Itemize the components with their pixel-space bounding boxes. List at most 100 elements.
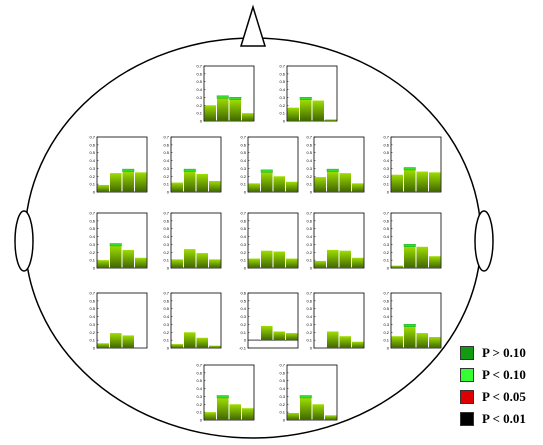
y-tick-label: 0.4	[383, 314, 389, 319]
panel-fz: 0 0.1 0.2 0.3 0.4 0.5 0.6 0.7	[240, 135, 299, 195]
bar	[110, 173, 122, 192]
panel-f3: 0 0.1 0.2 0.3 0.4 0.5 0.6 0.7	[163, 135, 222, 195]
significance-cap	[403, 167, 416, 171]
y-tick-label: 0.4	[196, 386, 202, 391]
bar	[171, 344, 183, 348]
y-tick-label: 0	[244, 266, 247, 271]
bar	[312, 404, 324, 420]
bar	[110, 333, 122, 348]
y-tick-label: 0.1	[306, 338, 312, 343]
y-tick-label: 0.6	[306, 298, 312, 303]
y-tick-label: 0.3	[89, 166, 95, 171]
y-tick-label: 0.2	[306, 330, 312, 335]
bar	[110, 246, 122, 268]
y-tick-label: 0.4	[306, 314, 312, 319]
y-tick-label: 0	[200, 119, 203, 124]
y-tick-label: 0.4	[163, 314, 169, 319]
bar	[416, 171, 428, 192]
y-tick-label: 0.1	[89, 338, 95, 343]
y-tick-label: 0.6	[240, 142, 246, 147]
bar	[273, 251, 285, 268]
y-tick-label: 0	[167, 266, 170, 271]
panel-t3: 0 0.1 0.2 0.3 0.4 0.5 0.6 0.7	[89, 211, 148, 271]
y-tick-label: 0.7	[89, 211, 95, 216]
bar	[209, 181, 221, 192]
y-tick-label: 0.3	[383, 242, 389, 247]
y-tick-label: 0.7	[163, 211, 169, 216]
y-tick-label: 0.5	[240, 226, 246, 231]
y-tick-label: 0	[310, 190, 313, 195]
bar	[300, 99, 312, 121]
bar	[122, 171, 134, 192]
y-tick-label: 0.2	[196, 103, 202, 108]
y-tick-label: 0.5	[240, 298, 246, 303]
y-tick-label: 0.4	[279, 386, 285, 391]
y-tick-label: 0.1	[383, 258, 389, 263]
y-tick-label: 0.5	[306, 150, 312, 155]
y-tick-label: 0.3	[240, 166, 246, 171]
bar	[196, 253, 208, 268]
y-tick-label: 0	[283, 119, 286, 124]
y-tick-label: 0.5	[196, 378, 202, 383]
y-tick-label: 0.6	[383, 218, 389, 223]
bar	[122, 335, 134, 348]
bar	[404, 246, 416, 268]
bar	[286, 333, 298, 341]
y-tick-label: 0.7	[89, 135, 95, 140]
y-tick-label: 0.4	[279, 87, 285, 92]
y-tick-label: 0.1	[240, 258, 246, 263]
y-tick-label: 0.7	[240, 211, 246, 216]
y-tick-label: 0.5	[279, 79, 285, 84]
significance-cap	[216, 95, 229, 99]
y-tick-label: 0	[244, 338, 247, 343]
y-tick-label: 0.7	[306, 211, 312, 216]
y-tick-label: 0.2	[240, 174, 246, 179]
y-tick-label: 0.1	[240, 182, 246, 187]
bar	[339, 250, 351, 268]
y-tick-label: 0.1	[306, 258, 312, 263]
bar	[339, 336, 351, 348]
bar	[429, 337, 441, 348]
panel-c4: 0 0.1 0.2 0.3 0.4 0.5 0.6 0.7	[306, 211, 365, 271]
significance-cap	[260, 169, 273, 173]
legend-label: P < 0.01	[482, 410, 526, 426]
bar	[196, 173, 208, 192]
y-tick-label: 0.7	[163, 291, 169, 296]
y-tick-label: 0.6	[89, 298, 95, 303]
y-tick-label: 0.4	[89, 158, 95, 163]
y-tick-label: -0.1	[239, 346, 247, 351]
y-tick-label: 0.1	[383, 182, 389, 187]
panel-p3: 0 0.1 0.2 0.3 0.4 0.5 0.6 0.7	[163, 291, 222, 351]
y-tick-label: 0.5	[279, 378, 285, 383]
y-tick-label: 0	[167, 346, 170, 351]
bar	[97, 184, 109, 192]
y-tick-label: 0.1	[383, 338, 389, 343]
legend-label: P < 0.10	[482, 366, 526, 382]
y-tick-label: 0.2	[163, 330, 169, 335]
y-tick-label: 0.5	[163, 226, 169, 231]
significance-cap	[216, 395, 229, 399]
panel-o1: 0 0.1 0.2 0.3 0.4 0.5 0.6 0.7	[196, 363, 255, 423]
y-tick-label: 0	[387, 190, 390, 195]
bar	[327, 249, 339, 268]
bar	[339, 173, 351, 192]
bar	[248, 183, 260, 192]
bar	[429, 172, 441, 192]
y-tick-label: 0.6	[163, 142, 169, 147]
bar	[184, 332, 196, 348]
right-ear	[474, 210, 494, 272]
legend-entry-p-lt-001: P < 0.01	[460, 411, 542, 426]
panel-t5: 0 0.1 0.2 0.3 0.4 0.5 0.6 0.7	[89, 291, 148, 351]
y-tick-label: 0.7	[196, 64, 202, 69]
bar	[404, 170, 416, 192]
y-tick-label: 0.2	[240, 322, 246, 327]
y-tick-label: 0.3	[89, 242, 95, 247]
y-tick-label: 0	[387, 346, 390, 351]
bar	[416, 246, 428, 268]
significance-cap	[183, 168, 196, 172]
y-tick-label: 0.2	[279, 402, 285, 407]
y-tick-label: 0.7	[89, 291, 95, 296]
significance-cap	[403, 244, 416, 247]
y-tick-label: 0	[310, 346, 313, 351]
y-tick-label: 0	[200, 418, 203, 423]
